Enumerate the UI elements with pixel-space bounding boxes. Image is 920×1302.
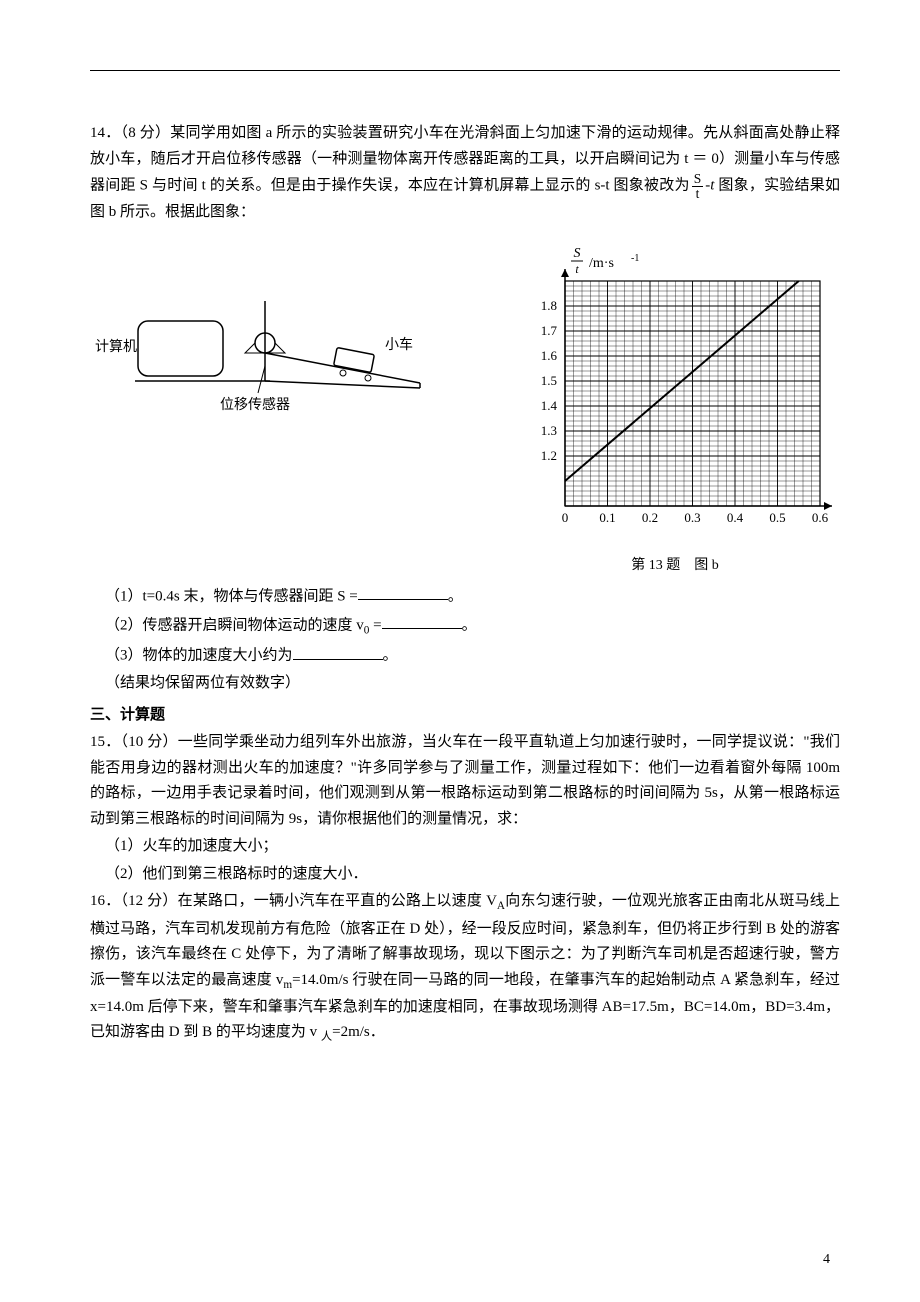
- svg-text:1.7: 1.7: [541, 323, 558, 338]
- chart-svg: 0 0.1 0.2 0.3 0.4 0.5 0.6 1.2 1.3 1.4 1.5 1.6 1.7 1.8…: [510, 241, 840, 541]
- q14-frac-num: S: [692, 172, 704, 187]
- q15-sub2: （2）他们到第三根路标时的速度大小．: [90, 862, 840, 888]
- page-number: 4: [823, 1248, 830, 1272]
- q14-sub1: （1）t=0.4s 末，物体与传感器间距 S = 。: [90, 583, 840, 610]
- blank-fill: [382, 612, 462, 630]
- q14-frac-den: t: [692, 187, 704, 201]
- svg-text:/m·s: /m·s: [589, 256, 614, 271]
- section-3-title: 三、计算题: [90, 703, 840, 729]
- q16-body4: =2m/s．: [332, 1024, 385, 1040]
- blank-fill: [293, 642, 383, 660]
- svg-text:0.4: 0.4: [727, 510, 744, 525]
- page: 14．（8 分）某同学用如图 a 所示的实验装置研究小车在光滑斜面上匀加速下滑的…: [0, 0, 920, 1302]
- svg-text:1.4: 1.4: [541, 398, 558, 413]
- q15-number: 15．（10 分）: [90, 734, 178, 750]
- q16-sub-a: A: [497, 900, 505, 912]
- q16-body1: 在某路口，一辆小汽车在平直的公路上以速度 V: [178, 893, 497, 909]
- q16-number: 16．（12 分）: [90, 893, 178, 909]
- car-label: 小车: [385, 336, 413, 353]
- svg-text:0: 0: [562, 510, 569, 525]
- svg-text:0.3: 0.3: [684, 510, 700, 525]
- q14-sub2-label: （2）传感器开启瞬间物体运动的速度 v: [105, 617, 364, 633]
- svg-text:0.5: 0.5: [769, 510, 785, 525]
- q15-sub1: （1）火车的加速度大小；: [90, 834, 840, 860]
- computer-label: 计算机: [95, 339, 137, 355]
- q14-note: （结果均保留两位有效数字）: [90, 671, 840, 697]
- q14-sub1-label: （1）t=0.4s 末，物体与传感器间距 S =: [105, 588, 358, 604]
- q16-sub-m: m: [283, 979, 292, 991]
- svg-text:0.2: 0.2: [642, 510, 658, 525]
- svg-text:t: t: [575, 262, 579, 276]
- q16-sub-person: 人: [321, 1031, 332, 1043]
- svg-text:1.5: 1.5: [541, 373, 557, 388]
- svg-text:0.1: 0.1: [599, 510, 615, 525]
- q14-para1: 14．（8 分）某同学用如图 a 所示的实验装置研究小车在光滑斜面上匀加速下滑的…: [90, 121, 840, 226]
- apparatus-svg: 计算机 小车 位移传感器: [90, 281, 450, 451]
- q14-sub3-label: （3）物体的加速度大小约为: [105, 648, 293, 664]
- blank-fill: [358, 583, 448, 601]
- q16-para: 16．（12 分）在某路口，一辆小汽车在平直的公路上以速度 VA向东匀速行驶，一…: [90, 889, 840, 1047]
- chart-caption: 第 13 题 图 b: [510, 554, 840, 578]
- q14-sub3-end: 。: [383, 648, 398, 664]
- q14-sub3: （3）物体的加速度大小约为 。: [90, 642, 840, 669]
- chart-b: 0 0.1 0.2 0.3 0.4 0.5 0.6 1.2 1.3 1.4 1.5 1.6 1.7 1.8…: [510, 241, 840, 578]
- svg-text:-1: -1: [631, 253, 639, 264]
- svg-text:0.6: 0.6: [812, 510, 829, 525]
- svg-text:1.8: 1.8: [541, 298, 557, 313]
- q14-sub2-eq: =: [369, 617, 381, 633]
- q14-sub2: （2）传感器开启瞬间物体运动的速度 v0 =。: [90, 612, 840, 641]
- svg-text:1.6: 1.6: [541, 348, 558, 363]
- top-rule: [90, 70, 840, 71]
- q14-number: 14．（8 分）: [90, 125, 170, 141]
- q14-sub1-end: 。: [448, 588, 463, 604]
- figure-row: 计算机 小车 位移传感器 0 0.1 0.2 0.3 0.4 0.5 0.6 1.2 1.3 1.…: [90, 241, 840, 578]
- svg-text:1.3: 1.3: [541, 423, 557, 438]
- q15-body: 一些同学乘坐动力组列车外出旅游，当火车在一段平直轨道上匀加速行驶时，一同学提议说…: [90, 734, 840, 827]
- q14-sub2-end: 。: [462, 617, 477, 633]
- svg-text:S: S: [574, 246, 581, 261]
- sensor-label: 位移传感器: [220, 396, 290, 413]
- q15-para: 15．（10 分）一些同学乘坐动力组列车外出旅游，当火车在一段平直轨道上匀加速行…: [90, 730, 840, 832]
- apparatus-diagram: 计算机 小车 位移传感器: [90, 241, 450, 461]
- svg-text:1.2: 1.2: [541, 448, 557, 463]
- q14-frac: St: [692, 172, 704, 200]
